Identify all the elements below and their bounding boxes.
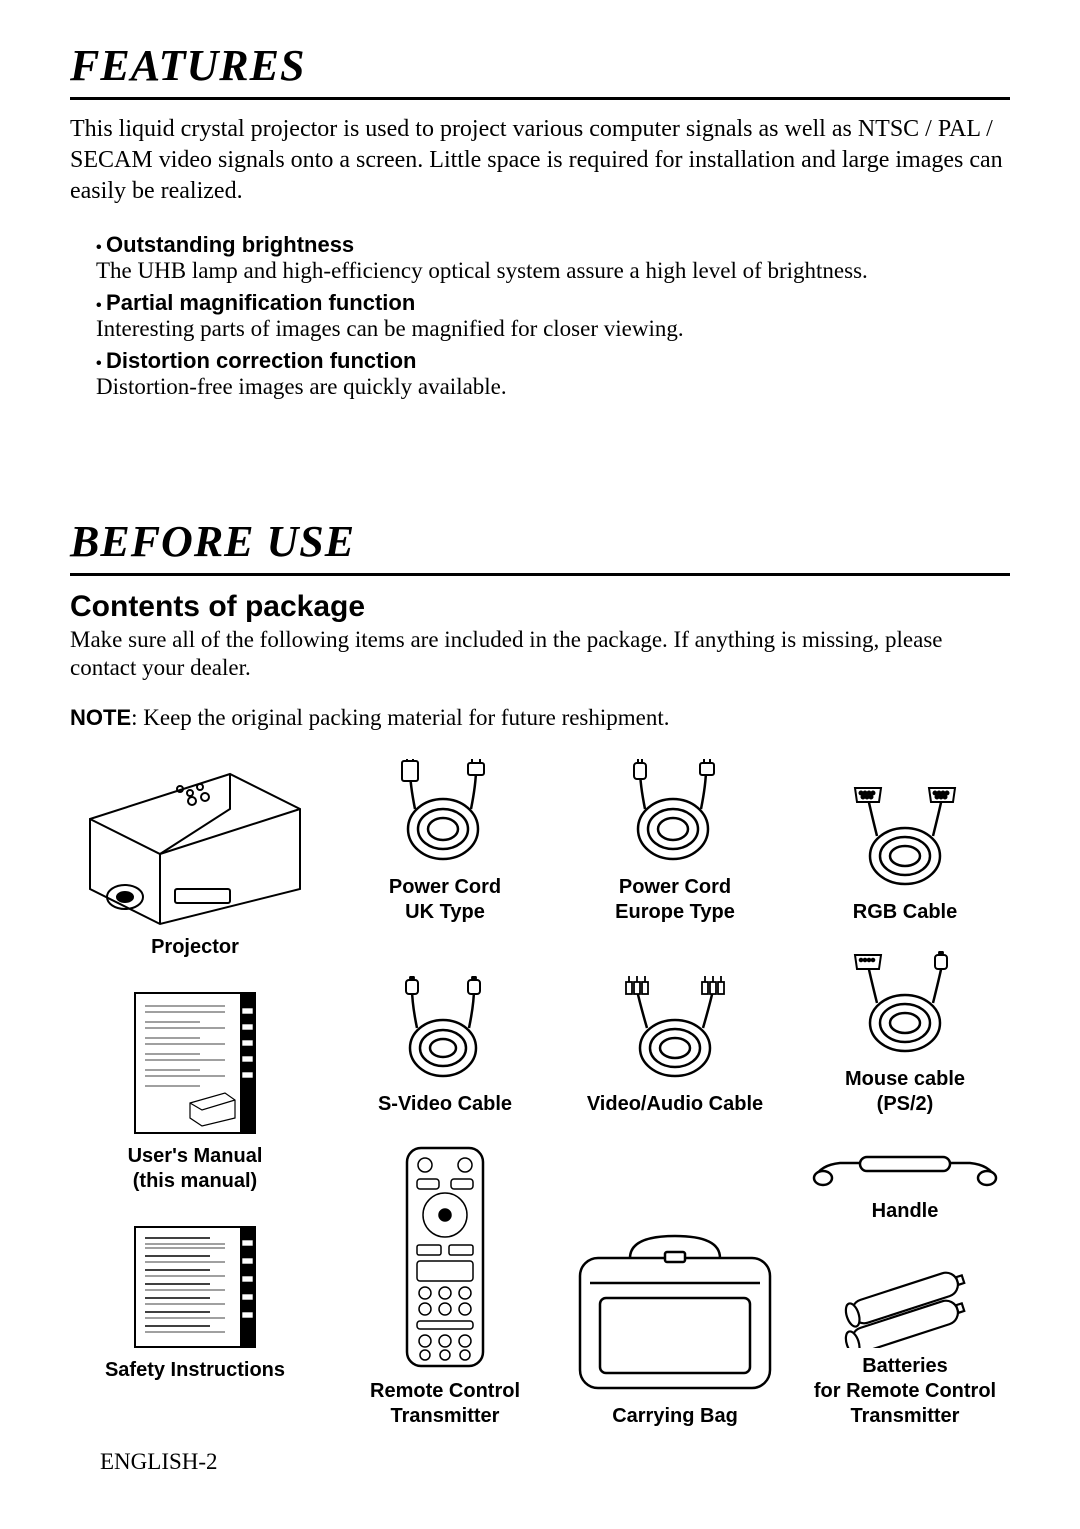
caption-line: (PS/2) bbox=[877, 1093, 934, 1115]
feature-desc: The UHB lamp and high-efficiency optical… bbox=[96, 258, 868, 283]
safety-caption: Safety Instructions bbox=[105, 1358, 285, 1383]
caption-line: Europe Type bbox=[615, 901, 735, 923]
remote-caption: Remote Control Transmitter bbox=[370, 1379, 520, 1429]
feature-item: • Partial magnification function Interes… bbox=[96, 290, 1010, 342]
left-column: Projector bbox=[80, 759, 310, 1383]
svideo-cell: S-Video Cable bbox=[378, 976, 512, 1117]
contents-intro: Make sure all of the following items are… bbox=[70, 626, 1010, 684]
feature-desc: Interesting parts of images can be magni… bbox=[96, 316, 684, 341]
bag-icon bbox=[570, 1228, 780, 1398]
bag-cell: Carrying Bag bbox=[570, 1228, 780, 1429]
va-cell: Video/Audio Cable bbox=[587, 976, 763, 1117]
remote-icon bbox=[370, 1143, 520, 1373]
caption-line: UK Type bbox=[405, 901, 485, 923]
note-label: NOTE bbox=[70, 705, 131, 730]
feature-title: Outstanding brightness bbox=[106, 232, 354, 257]
mouse-cell: Mouse cable (PS/2) bbox=[835, 951, 975, 1117]
safety-cell: Safety Instructions bbox=[105, 1222, 285, 1383]
note-line: NOTE: Keep the original packing material… bbox=[70, 705, 1010, 731]
users-manual-cell: User's Manual (this manual) bbox=[128, 988, 263, 1194]
caption-line: (this manual) bbox=[133, 1170, 257, 1192]
caption-line: Transmitter bbox=[851, 1405, 960, 1427]
batteries-cell: Batteries for Remote Control Transmitter bbox=[814, 1268, 996, 1429]
feature-item: • Distortion correction function Distort… bbox=[96, 348, 1010, 400]
bag-caption: Carrying Bag bbox=[570, 1404, 780, 1429]
power-eu-caption: Power Cord Europe Type bbox=[610, 875, 740, 925]
va-caption: Video/Audio Cable bbox=[587, 1092, 763, 1117]
power-uk-icon bbox=[380, 759, 510, 869]
svideo-icon bbox=[378, 976, 512, 1086]
caption-line: Power Cord bbox=[389, 876, 501, 898]
caption-line: Mouse cable bbox=[845, 1068, 965, 1090]
mouse-caption: Mouse cable (PS/2) bbox=[835, 1067, 975, 1117]
caption-line: Transmitter bbox=[391, 1405, 500, 1427]
rgb-icon bbox=[835, 784, 975, 894]
feature-title: Distortion correction function bbox=[106, 348, 416, 373]
batteries-caption: Batteries for Remote Control Transmitter bbox=[814, 1354, 996, 1429]
caption-line: for Remote Control bbox=[814, 1380, 996, 1402]
feature-desc: Distortion-free images are quickly avail… bbox=[96, 374, 507, 399]
projector-icon bbox=[80, 759, 310, 929]
feature-title: Partial magnification function bbox=[106, 290, 415, 315]
contents-subheading: Contents of package bbox=[70, 590, 1010, 624]
mouse-icon bbox=[835, 951, 975, 1061]
users-manual-caption: User's Manual (this manual) bbox=[128, 1144, 263, 1194]
bullet-icon: • bbox=[96, 355, 106, 372]
rgb-caption: RGB Cable bbox=[835, 900, 975, 925]
bullet-icon: • bbox=[96, 239, 106, 256]
caption-line: Batteries bbox=[862, 1355, 948, 1377]
power-uk-cell: Power Cord UK Type bbox=[380, 759, 510, 925]
safety-icon bbox=[105, 1222, 285, 1352]
power-eu-cell: Power Cord Europe Type bbox=[610, 759, 740, 925]
handle-cell: Handle bbox=[805, 1143, 1005, 1224]
note-text: : Keep the original packing material for… bbox=[131, 705, 669, 730]
caption-line: Power Cord bbox=[619, 876, 731, 898]
handle-caption: Handle bbox=[805, 1199, 1005, 1224]
projector-caption: Projector bbox=[80, 935, 310, 960]
remote-cell: Remote Control Transmitter bbox=[370, 1143, 520, 1429]
batteries-icon bbox=[814, 1268, 996, 1348]
caption-line: User's Manual bbox=[128, 1145, 263, 1167]
users-manual-icon bbox=[128, 988, 263, 1138]
feature-item: • Outstanding brightness The UHB lamp an… bbox=[96, 232, 1010, 284]
package-grid: Projector bbox=[70, 759, 1010, 1429]
projector-cell: Projector bbox=[80, 759, 310, 960]
rgb-cell: RGB Cable bbox=[835, 784, 975, 925]
before-use-heading: BEFORE USE bbox=[70, 516, 1010, 576]
va-icon bbox=[587, 976, 763, 1086]
page-footer: ENGLISH-2 bbox=[70, 1449, 1010, 1475]
power-eu-icon bbox=[610, 759, 740, 869]
features-intro: This liquid crystal projector is used to… bbox=[70, 114, 1010, 208]
svideo-caption: S-Video Cable bbox=[378, 1092, 512, 1117]
features-list: • Outstanding brightness The UHB lamp an… bbox=[70, 232, 1010, 400]
bullet-icon: • bbox=[96, 297, 106, 314]
power-uk-caption: Power Cord UK Type bbox=[380, 875, 510, 925]
features-heading: FEATURES bbox=[70, 40, 1010, 100]
caption-line: Remote Control bbox=[370, 1380, 520, 1402]
handle-icon bbox=[805, 1143, 1005, 1193]
